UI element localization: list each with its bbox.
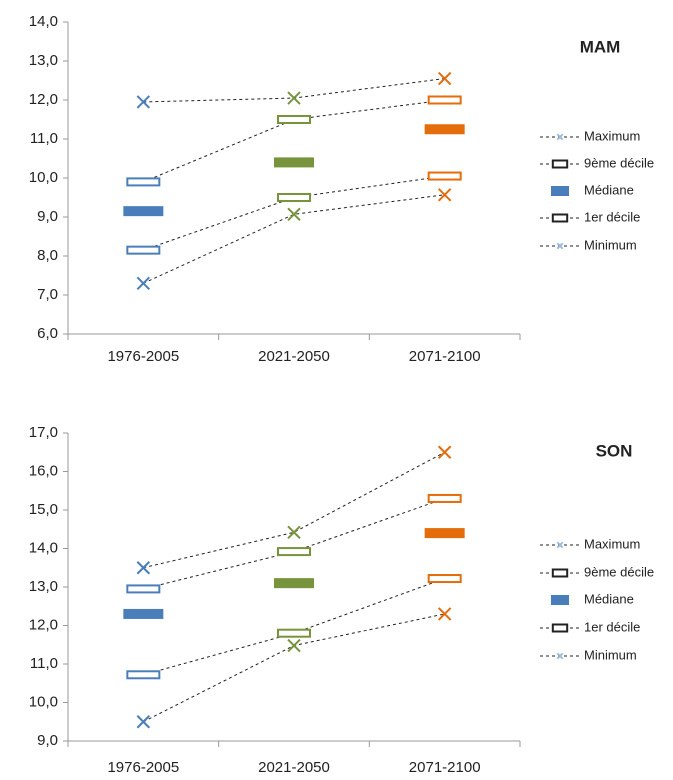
y-tick-label: 16,0 <box>29 462 58 479</box>
legend-marker <box>551 568 569 578</box>
legend-label: Médiane <box>584 182 634 197</box>
data-point <box>427 95 462 105</box>
y-tick-label: 10,0 <box>29 693 58 710</box>
x-tick-label: 2071-2100 <box>409 348 481 365</box>
legend-label: 9ème décile <box>584 564 654 579</box>
data-point <box>123 608 164 619</box>
legend-label: 1er décile <box>584 619 640 634</box>
data-point <box>427 574 462 584</box>
y-tick-label: 6,0 <box>37 325 58 342</box>
legend-marker <box>556 541 564 549</box>
data-point <box>424 124 465 135</box>
data-point <box>126 670 161 680</box>
data-point <box>437 188 452 202</box>
legend-marker <box>556 242 564 250</box>
legend-marker <box>551 213 569 223</box>
y-tick-label: 14,0 <box>29 539 58 556</box>
data-point <box>274 578 314 589</box>
x-tick-label: 1976-2005 <box>107 759 179 775</box>
legend-label: 1er décile <box>584 209 640 224</box>
data-point <box>126 177 161 187</box>
y-tick-label: 13,0 <box>29 52 58 69</box>
legend-label: Médiane <box>584 591 634 606</box>
x-tick-label: 2021-2050 <box>258 348 330 365</box>
data-point <box>287 525 301 540</box>
y-tick-label: 10,0 <box>29 169 58 186</box>
data-point <box>277 547 311 557</box>
series-line <box>143 497 445 590</box>
series-line <box>143 194 445 284</box>
data-point <box>277 628 311 638</box>
data-point <box>427 171 462 181</box>
data-point <box>437 445 452 459</box>
y-tick-label: 17,0 <box>29 424 58 441</box>
y-tick-label: 15,0 <box>29 501 58 518</box>
legend-marker <box>556 652 564 660</box>
y-tick-label: 7,0 <box>37 286 58 303</box>
x-tick-label: 1976-2005 <box>107 348 179 365</box>
data-point <box>136 561 151 575</box>
data-point <box>424 528 465 539</box>
legend-label: Maximum <box>584 128 640 143</box>
data-point <box>274 157 314 168</box>
series-line <box>143 99 445 183</box>
data-point <box>136 715 151 729</box>
data-point <box>437 607 452 621</box>
legend-marker <box>551 595 569 605</box>
y-tick-label: 8,0 <box>37 247 58 264</box>
x-tick-label: 2021-2050 <box>258 759 330 775</box>
data-point <box>123 206 164 217</box>
chart-title: MAM <box>580 37 621 56</box>
series-line <box>143 578 445 676</box>
y-tick-label: 11,0 <box>30 130 58 147</box>
data-point <box>136 276 151 291</box>
legend-marker <box>551 159 569 169</box>
y-tick-label: 14,0 <box>29 13 58 30</box>
data-point <box>437 71 452 86</box>
data-point <box>287 638 301 653</box>
y-tick-label: 9,0 <box>37 208 58 225</box>
chart-title: SON <box>596 441 633 460</box>
legend-label: Minimum <box>584 647 637 662</box>
legend-label: Minimum <box>584 237 637 252</box>
legend-label: 9ème décile <box>584 155 654 170</box>
y-tick-label: 11,0 <box>30 655 58 672</box>
legend-marker <box>551 186 569 196</box>
x-tick-label: 2071-2100 <box>409 759 481 775</box>
data-point <box>136 95 151 109</box>
data-point <box>287 91 301 105</box>
y-tick-label: 12,0 <box>29 91 58 108</box>
data-point <box>126 584 161 594</box>
data-point <box>427 493 462 503</box>
y-tick-label: 12,0 <box>29 616 58 633</box>
data-point <box>126 245 161 255</box>
data-point <box>277 115 311 124</box>
legend-marker <box>556 133 564 141</box>
legend-label: Maximum <box>584 536 640 551</box>
data-point <box>277 193 311 202</box>
data-point <box>287 207 301 221</box>
y-tick-label: 13,0 <box>29 578 58 595</box>
legend-marker <box>551 623 569 633</box>
y-tick-label: 9,0 <box>37 732 58 749</box>
